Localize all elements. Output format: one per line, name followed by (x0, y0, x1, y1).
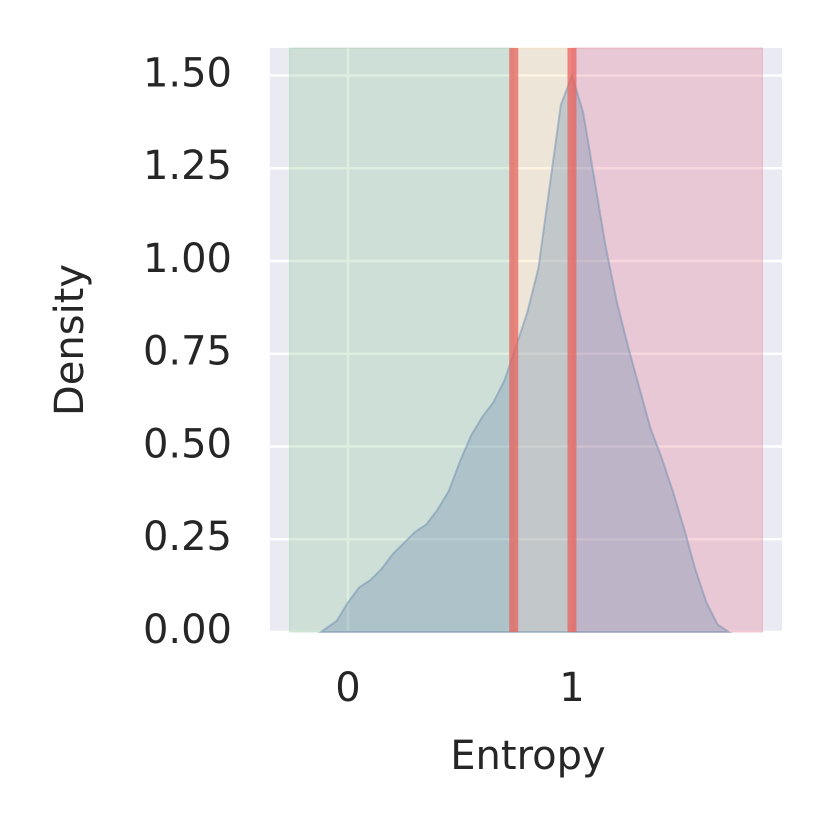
y-tick-label: 1.50 (143, 50, 232, 96)
y-tick-label: 1.00 (143, 236, 232, 282)
y-tick-label: 0.75 (143, 329, 232, 375)
y-axis-label: Density (47, 264, 93, 416)
span (571, 47, 763, 633)
span (289, 47, 515, 633)
y-tick-label: 0.00 (143, 607, 232, 653)
density-area (317, 72, 733, 633)
x-tick-label: 0 (335, 665, 360, 711)
x-axis-label: Entropy (450, 733, 605, 779)
y-tick-label: 1.25 (143, 143, 232, 189)
plot-background (270, 48, 782, 632)
y-tick-label: 0.25 (143, 514, 232, 560)
y-tick-label: 0.50 (143, 421, 232, 467)
span (513, 47, 573, 633)
x-tick-label: 1 (559, 665, 584, 711)
